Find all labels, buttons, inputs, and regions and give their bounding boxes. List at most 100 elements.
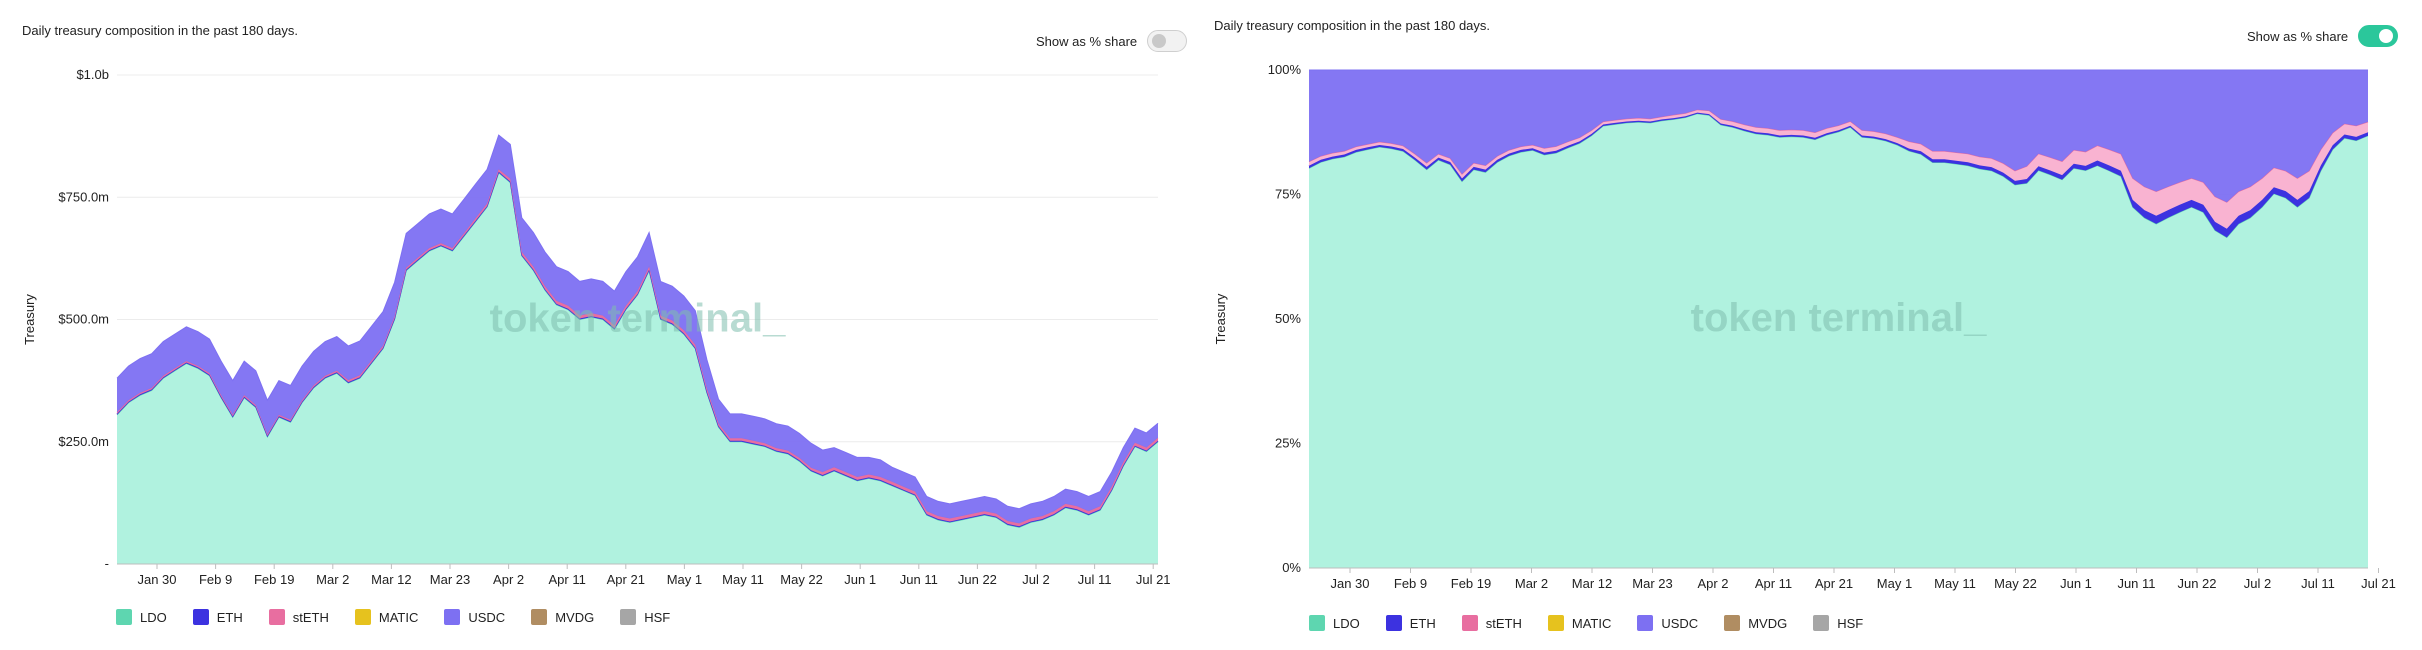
chart-subtitle: Daily treasury composition in the past 1… xyxy=(1214,18,1491,33)
legend-item-steth[interactable]: stETH xyxy=(1461,615,1522,631)
legend-item-hsf[interactable]: HSF xyxy=(620,609,670,625)
chart-legend: LDO ETH stETH MATIC USDC MVDG HSF xyxy=(1309,615,1889,631)
percent-share-toggle[interactable] xyxy=(1147,30,1188,52)
y-tick-label: 75% xyxy=(1275,187,1301,202)
toggle-knob xyxy=(2379,29,2394,43)
line-usdc xyxy=(116,134,1159,510)
x-tick-label: Jun 22 xyxy=(958,572,997,587)
x-tick-label: May 1 xyxy=(1877,576,1912,591)
x-tick-label: Mar 23 xyxy=(430,572,470,587)
legend-swatch xyxy=(1461,615,1478,631)
legend-label: USDC xyxy=(1661,615,1699,631)
legend-label: MATIC xyxy=(378,609,419,625)
x-tick-label: Jun 1 xyxy=(844,572,876,587)
area-ldo xyxy=(1309,113,2368,568)
x-tick-label: May 22 xyxy=(1994,576,2037,591)
x-tick-label: Jan 30 xyxy=(137,572,176,587)
x-tick-label: Jul 2 xyxy=(2244,576,2271,591)
x-tick-label: May 1 xyxy=(667,572,702,587)
x-tick-label: Apr 11 xyxy=(1755,576,1792,591)
legend-swatch xyxy=(1813,615,1830,631)
x-tick-label: Apr 2 xyxy=(1697,576,1728,591)
legend-item-ldo[interactable]: LDO xyxy=(116,609,167,625)
legend-swatch xyxy=(116,609,132,625)
chart-subtitle: Daily treasury composition in the past 1… xyxy=(22,23,299,38)
x-tick-label: Apr 21 xyxy=(1815,576,1853,591)
x-tick-label: Jul 21 xyxy=(2361,576,2396,591)
x-tick-label: Apr 11 xyxy=(549,572,586,587)
legend-swatch xyxy=(1637,615,1654,631)
legend-item-matic[interactable]: MATIC xyxy=(1547,615,1612,631)
percent-share-toggle-control[interactable]: Show as % share xyxy=(2247,25,2399,47)
legend-swatch xyxy=(354,609,371,625)
x-tick-label: Feb 19 xyxy=(1451,576,1491,591)
toggle-label: Show as % share xyxy=(2247,28,2349,44)
chart-legend: LDO ETH stETH MATIC USDC MVDG HSF xyxy=(116,609,696,625)
y-tick-label: 25% xyxy=(1275,436,1301,451)
legend-item-mvdg[interactable]: MVDG xyxy=(1724,615,1787,631)
y-axis-label: Treasury xyxy=(1213,293,1228,344)
legend-label: stETH xyxy=(1485,615,1522,631)
legend-swatch xyxy=(531,609,548,625)
x-tick-label: Mar 2 xyxy=(1515,576,1548,591)
x-tick-label: Mar 12 xyxy=(1572,576,1612,591)
x-tick-label: Feb 19 xyxy=(254,572,294,587)
legend-label: stETH xyxy=(292,609,329,625)
legend-item-eth[interactable]: ETH xyxy=(1385,615,1436,631)
legend-label: ETH xyxy=(216,609,243,625)
x-tick-label: Apr 2 xyxy=(493,572,524,587)
legend-swatch xyxy=(1724,615,1741,631)
x-tick-label: Jan 30 xyxy=(1330,576,1369,591)
y-tick-label: $1.0b xyxy=(76,67,109,82)
x-tick-label: May 11 xyxy=(722,572,764,587)
x-tick-label: Apr 21 xyxy=(607,572,645,587)
legend-swatch xyxy=(192,609,209,625)
legend-label: MVDG xyxy=(555,609,595,625)
percent-share-toggle-control[interactable]: Show as % share xyxy=(1036,30,1188,52)
x-tick-label: May 22 xyxy=(780,572,823,587)
legend-swatch xyxy=(444,609,461,625)
legend-item-usdc[interactable]: USDC xyxy=(1637,615,1698,631)
y-tick-label: 50% xyxy=(1275,311,1301,326)
legend-label: USDC xyxy=(468,609,506,625)
y-tick-label: $750.0m xyxy=(58,189,109,204)
x-tick-label: Feb 9 xyxy=(1394,576,1427,591)
legend-swatch xyxy=(1309,615,1325,631)
x-tick-label: Feb 9 xyxy=(199,572,232,587)
chart-panel-percent: Daily treasury composition in the past 1… xyxy=(1205,0,2422,650)
legend-swatch xyxy=(268,609,285,625)
x-tick-label: Jun 1 xyxy=(2060,576,2092,591)
legend-item-matic[interactable]: MATIC xyxy=(354,609,419,625)
legend-label: HSF xyxy=(644,609,671,625)
legend-item-mvdg[interactable]: MVDG xyxy=(531,609,594,625)
legend-swatch xyxy=(620,609,637,625)
area-usdc xyxy=(1309,70,2368,203)
y-tick-label: $250.0m xyxy=(58,434,109,449)
legend-swatch xyxy=(1547,615,1564,631)
y-tick-label: - xyxy=(105,556,109,571)
legend-item-usdc[interactable]: USDC xyxy=(444,609,505,625)
y-tick-label: $500.0m xyxy=(58,312,109,327)
x-tick-label: Jul 11 xyxy=(1078,572,1112,587)
x-tick-label: Jun 22 xyxy=(2177,576,2216,591)
x-tick-label: Jul 2 xyxy=(1022,572,1049,587)
legend-label: MATIC xyxy=(1571,615,1612,631)
legend-item-hsf[interactable]: HSF xyxy=(1813,615,1863,631)
legend-swatch xyxy=(1385,615,1402,631)
x-tick-label: Jun 11 xyxy=(2117,576,2155,591)
legend-item-ldo[interactable]: LDO xyxy=(1309,615,1360,631)
area-ldo xyxy=(117,172,1158,565)
x-tick-label: Mar 2 xyxy=(316,572,349,587)
watermark: token terminal_ xyxy=(490,297,786,341)
legend-label: MVDG xyxy=(1748,615,1788,631)
legend-label: LDO xyxy=(140,609,167,625)
chart-panel-absolute: Daily treasury composition in the past 1… xyxy=(0,0,1205,650)
x-tick-label: Jul 21 xyxy=(1136,572,1171,587)
x-tick-label: Jun 11 xyxy=(900,572,938,587)
legend-item-steth[interactable]: stETH xyxy=(268,609,329,625)
watermark: token terminal_ xyxy=(1691,296,1987,340)
percent-share-toggle[interactable] xyxy=(2358,25,2399,47)
legend-item-eth[interactable]: ETH xyxy=(192,609,243,625)
treasury-percent-area-chart: 0% 25% 50% 75% 100% Treasury token terminal_ Ja… xyxy=(1213,62,2396,591)
legend-label: HSF xyxy=(1837,615,1864,631)
